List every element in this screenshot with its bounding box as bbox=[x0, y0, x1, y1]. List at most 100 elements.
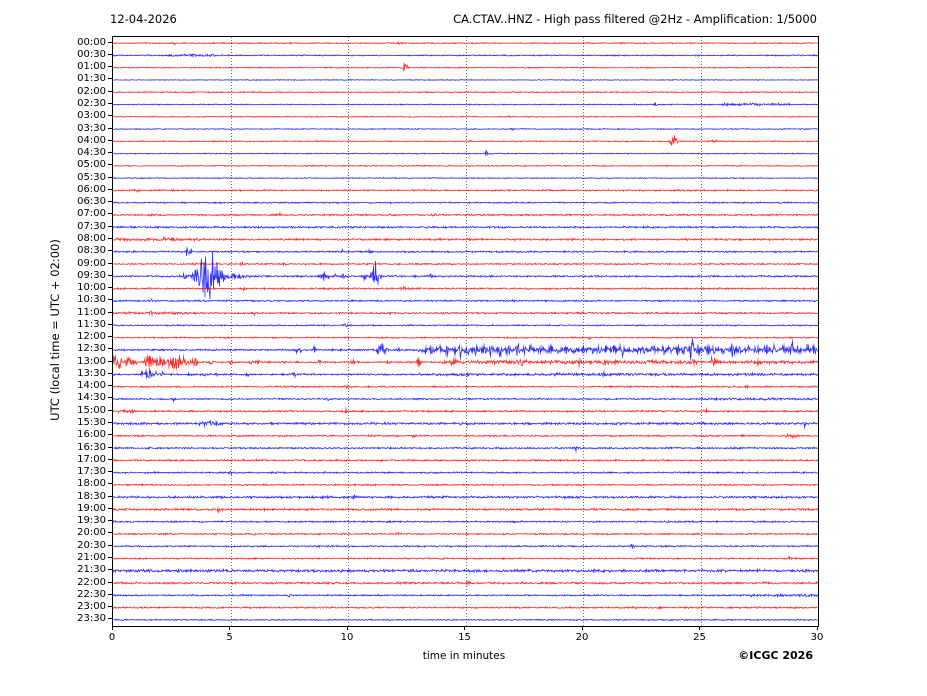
helicorder-plot bbox=[113, 37, 818, 626]
y-tick bbox=[108, 250, 112, 252]
time-label-07:00: 07:00 bbox=[77, 208, 106, 220]
y-tick bbox=[108, 287, 112, 289]
time-label-20:00: 20:00 bbox=[77, 527, 106, 539]
x-tick-label-15: 15 bbox=[458, 632, 471, 643]
x-tick bbox=[111, 626, 113, 630]
copyright-label: ©ICGC 2026 bbox=[738, 649, 813, 662]
plot-frame bbox=[112, 36, 819, 627]
y-tick bbox=[108, 90, 112, 92]
y-tick bbox=[108, 102, 112, 104]
y-tick bbox=[108, 225, 112, 227]
y-tick bbox=[108, 78, 112, 80]
time-label-06:00: 06:00 bbox=[77, 183, 106, 195]
time-label-06:30: 06:30 bbox=[77, 196, 106, 208]
x-tick-label-0: 0 bbox=[108, 632, 116, 643]
y-axis-title: UTC (local time = UTC + 02:00) bbox=[48, 239, 62, 421]
time-label-14:00: 14:00 bbox=[77, 380, 106, 392]
x-tick bbox=[816, 626, 818, 630]
time-label-13:30: 13:30 bbox=[77, 367, 106, 379]
y-tick bbox=[108, 139, 112, 141]
x-tick-label-20: 20 bbox=[575, 632, 589, 643]
y-tick bbox=[108, 237, 112, 239]
y-tick bbox=[108, 164, 112, 166]
time-label-18:30: 18:30 bbox=[77, 490, 106, 502]
x-axis-title: time in minutes bbox=[422, 650, 506, 662]
y-tick bbox=[108, 360, 112, 362]
time-label-22:30: 22:30 bbox=[77, 588, 106, 600]
y-tick bbox=[108, 336, 112, 338]
y-tick bbox=[108, 397, 112, 399]
y-tick bbox=[108, 557, 112, 558]
x-tick bbox=[229, 626, 230, 630]
time-label-10:00: 10:00 bbox=[77, 282, 106, 294]
y-tick bbox=[108, 385, 112, 387]
station-title: CA.CTAV..HNZ - High pass filtered @2Hz -… bbox=[453, 12, 817, 26]
y-tick bbox=[108, 323, 112, 325]
y-tick bbox=[108, 507, 112, 509]
y-tick bbox=[108, 115, 112, 117]
y-tick bbox=[108, 41, 112, 43]
y-tick bbox=[108, 422, 112, 424]
time-label-03:00: 03:00 bbox=[77, 110, 106, 122]
time-label-12:30: 12:30 bbox=[77, 343, 106, 355]
x-tick-label-10: 10 bbox=[340, 632, 354, 643]
x-tick bbox=[346, 626, 348, 630]
x-tick-label-30: 30 bbox=[810, 632, 824, 643]
y-tick bbox=[108, 581, 112, 583]
time-label-19:30: 19:30 bbox=[77, 515, 106, 527]
y-tick bbox=[108, 409, 112, 411]
y-tick bbox=[108, 532, 112, 534]
time-label-08:00: 08:00 bbox=[77, 232, 106, 244]
y-tick bbox=[108, 127, 112, 129]
time-label-02:00: 02:00 bbox=[77, 85, 106, 97]
y-tick bbox=[108, 213, 112, 215]
x-tick-label-5: 5 bbox=[226, 632, 233, 643]
y-tick bbox=[108, 188, 112, 190]
y-tick bbox=[108, 520, 112, 522]
time-label-16:00: 16:00 bbox=[77, 429, 106, 441]
date-title: 12-04-2026 bbox=[110, 12, 177, 26]
y-tick bbox=[108, 66, 112, 68]
time-label-07:30: 07:30 bbox=[77, 220, 106, 232]
time-label-16:30: 16:30 bbox=[77, 441, 106, 453]
time-label-21:00: 21:00 bbox=[77, 552, 106, 563]
x-tick bbox=[464, 626, 465, 630]
time-label-22:00: 22:00 bbox=[77, 576, 106, 588]
y-tick bbox=[108, 458, 112, 460]
y-tick bbox=[108, 311, 112, 313]
y-tick bbox=[108, 274, 112, 276]
y-tick bbox=[108, 606, 112, 608]
time-label-17:30: 17:30 bbox=[77, 466, 106, 478]
y-tick bbox=[108, 434, 112, 436]
time-label-15:00: 15:00 bbox=[77, 404, 106, 416]
time-label-12:00: 12:00 bbox=[77, 331, 106, 343]
y-tick bbox=[108, 618, 112, 620]
y-tick bbox=[108, 593, 112, 595]
time-label-08:30: 08:30 bbox=[77, 245, 106, 257]
y-tick bbox=[108, 152, 112, 154]
time-label-09:00: 09:00 bbox=[77, 257, 106, 269]
y-tick bbox=[108, 483, 112, 485]
time-label-11:00: 11:00 bbox=[77, 306, 106, 318]
time-label-09:30: 09:30 bbox=[77, 269, 106, 281]
y-tick bbox=[108, 471, 112, 473]
time-label-04:00: 04:00 bbox=[77, 134, 106, 146]
y-tick bbox=[108, 176, 112, 178]
time-label-17:00: 17:00 bbox=[77, 453, 106, 465]
y-tick bbox=[108, 544, 112, 546]
time-label-18:00: 18:00 bbox=[77, 478, 106, 490]
time-label-19:00: 19:00 bbox=[77, 502, 106, 514]
time-label-00:00: 00:00 bbox=[77, 36, 106, 48]
time-label-15:30: 15:30 bbox=[77, 417, 106, 429]
y-tick bbox=[108, 348, 112, 350]
x-tick-label-25: 25 bbox=[693, 632, 706, 643]
time-label-13:00: 13:00 bbox=[77, 355, 106, 367]
y-tick bbox=[108, 201, 112, 203]
y-tick bbox=[108, 53, 112, 55]
time-label-23:00: 23:00 bbox=[77, 601, 106, 613]
time-label-00:30: 00:30 bbox=[77, 48, 106, 60]
time-label-20:30: 20:30 bbox=[77, 539, 106, 551]
time-label-03:30: 03:30 bbox=[77, 122, 106, 134]
time-label-11:30: 11:30 bbox=[77, 318, 106, 330]
